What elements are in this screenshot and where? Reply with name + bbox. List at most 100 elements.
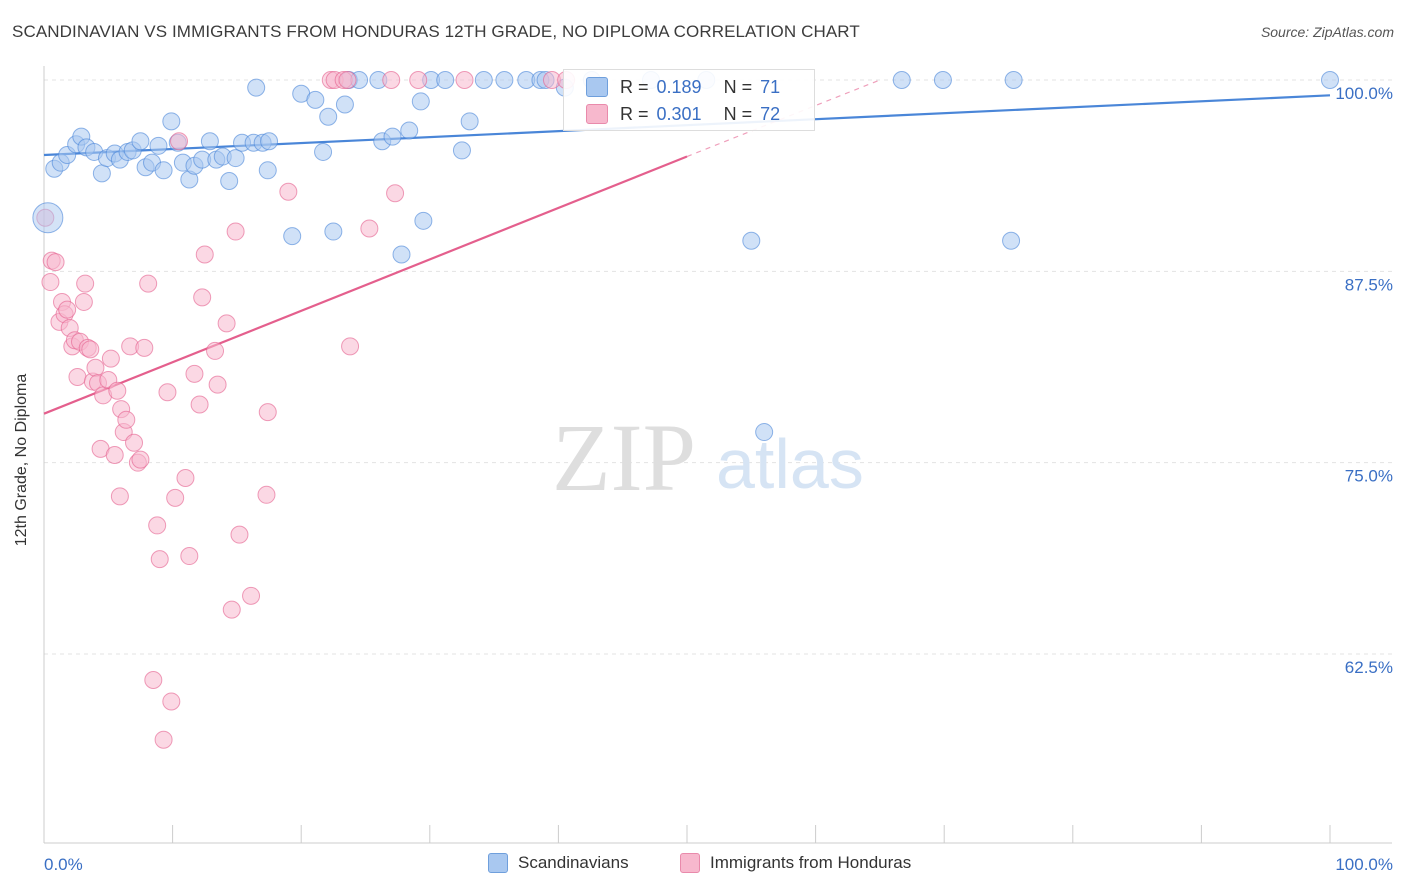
honduras-point — [217, 314, 236, 333]
honduras-point — [150, 550, 169, 569]
scandinavians-point — [414, 211, 433, 230]
scandinavians-point — [383, 127, 402, 146]
correlation-legend: R = 0.189 N = 71 R = 0.301 N = 72 — [563, 69, 815, 131]
honduras-point — [101, 349, 120, 368]
honduras-point — [208, 375, 227, 394]
scandinavians-point — [892, 71, 911, 89]
scandinavians-point — [411, 92, 430, 111]
honduras-point — [176, 468, 195, 487]
honduras-point — [76, 274, 95, 293]
scandinavians-point — [319, 107, 338, 126]
scandinavians-point — [258, 161, 277, 180]
scandinavians-point — [226, 149, 245, 168]
honduras-point — [386, 184, 405, 203]
y-tick-label: 62.5% — [1345, 658, 1393, 677]
x-tick-label: 100.0% — [1335, 855, 1393, 874]
honduras-point — [158, 383, 177, 402]
honduras-point — [279, 182, 298, 201]
honduras-point — [110, 487, 129, 506]
scandinavians-point — [220, 172, 239, 191]
honduras-point — [68, 367, 87, 386]
honduras-point — [58, 300, 77, 319]
honduras-point — [180, 547, 199, 566]
honduras-point — [81, 340, 100, 359]
scandinavians-point — [495, 71, 514, 89]
corr-row-scandinavians: R = 0.189 N = 71 — [586, 74, 780, 100]
scandinavians-point — [335, 95, 354, 114]
tick-labels: 62.5% 75.0% 87.5% 100.0% 0.0% 100.0% — [44, 84, 1393, 874]
scandinavians-point — [452, 141, 471, 160]
honduras-point — [222, 600, 241, 619]
corr-r-value: 0.301 — [656, 103, 702, 124]
honduras-point — [341, 337, 360, 356]
x-tick-label: 0.0% — [44, 855, 83, 874]
honduras-point — [108, 381, 127, 400]
honduras-point — [226, 222, 245, 241]
honduras-point — [86, 358, 105, 377]
scandinavians-point — [755, 423, 774, 442]
honduras-point — [41, 273, 60, 292]
honduras-point — [185, 364, 204, 383]
scandinavians-point — [131, 132, 150, 151]
corr-row-honduras: R = 0.301 N = 72 — [586, 101, 780, 127]
corr-r-label: R = — [620, 103, 649, 124]
chart-title: SCANDINAVIAN VS IMMIGRANTS FROM HONDURAS… — [12, 22, 860, 41]
corr-r-label: R = — [620, 76, 649, 97]
legend-swatch-pink — [680, 853, 700, 873]
honduras-point — [360, 219, 379, 238]
honduras-point — [193, 288, 212, 307]
honduras-point — [242, 586, 261, 605]
honduras-point — [338, 71, 357, 89]
scandinavians-point — [1002, 231, 1021, 250]
honduras-point — [154, 730, 173, 749]
scandinavians-point-large — [32, 202, 64, 234]
scandinavians-point — [392, 245, 411, 264]
scandinavians-point — [154, 161, 173, 180]
honduras-point — [46, 253, 65, 272]
legend-item-honduras[interactable]: Immigrants from Honduras — [680, 853, 911, 873]
scandinavians-point — [474, 71, 493, 89]
honduras-point — [105, 446, 124, 465]
honduras-point — [230, 525, 249, 544]
honduras-point — [131, 450, 150, 469]
honduras-point — [206, 341, 225, 360]
honduras-point — [455, 71, 474, 89]
scandinavians-point — [149, 136, 168, 155]
honduras-point — [74, 292, 93, 311]
honduras-point — [170, 132, 189, 151]
honduras-point — [135, 338, 154, 357]
legend-label: Immigrants from Honduras — [710, 853, 912, 872]
corr-n-value: 71 — [760, 76, 781, 97]
scandinavians-point — [436, 71, 455, 89]
corr-r-value: 0.189 — [656, 76, 702, 97]
scandinavians-point — [1004, 71, 1023, 89]
grid-lines — [44, 79, 1392, 655]
corr-swatch-pink — [586, 104, 608, 124]
corr-n-label: N = — [723, 76, 753, 97]
corr-n-label: N = — [723, 103, 753, 124]
honduras-trend-line — [43, 155, 688, 415]
bottom-legend: Scandinavians Immigrants from Honduras — [0, 853, 1406, 877]
legend-item-scandinavians[interactable]: Scandinavians — [488, 853, 629, 873]
honduras-point — [258, 403, 277, 422]
scandinavians-point — [92, 164, 111, 183]
scandinavians-point — [260, 132, 279, 151]
scandinavians-point — [247, 78, 266, 97]
watermark-atlas: atlas — [716, 425, 864, 503]
honduras-point — [125, 433, 144, 452]
scandinavians-point — [742, 231, 761, 250]
legend-swatch-blue — [488, 853, 508, 873]
scandinavians-point — [306, 90, 325, 109]
watermark-zip: ZIP — [552, 404, 696, 511]
honduras-point — [195, 245, 214, 264]
y-tick-label: 100.0% — [1335, 84, 1393, 103]
scandinavians-point — [460, 112, 479, 131]
honduras-point — [144, 671, 163, 690]
honduras-point — [190, 395, 209, 414]
corr-n-value: 72 — [760, 103, 781, 124]
y-tick-label: 87.5% — [1345, 275, 1393, 294]
source-label: Source: ZipAtlas.com — [1260, 24, 1394, 40]
legend-label: Scandinavians — [518, 853, 629, 872]
honduras-point — [409, 71, 428, 89]
scandinavians-point — [933, 71, 952, 89]
